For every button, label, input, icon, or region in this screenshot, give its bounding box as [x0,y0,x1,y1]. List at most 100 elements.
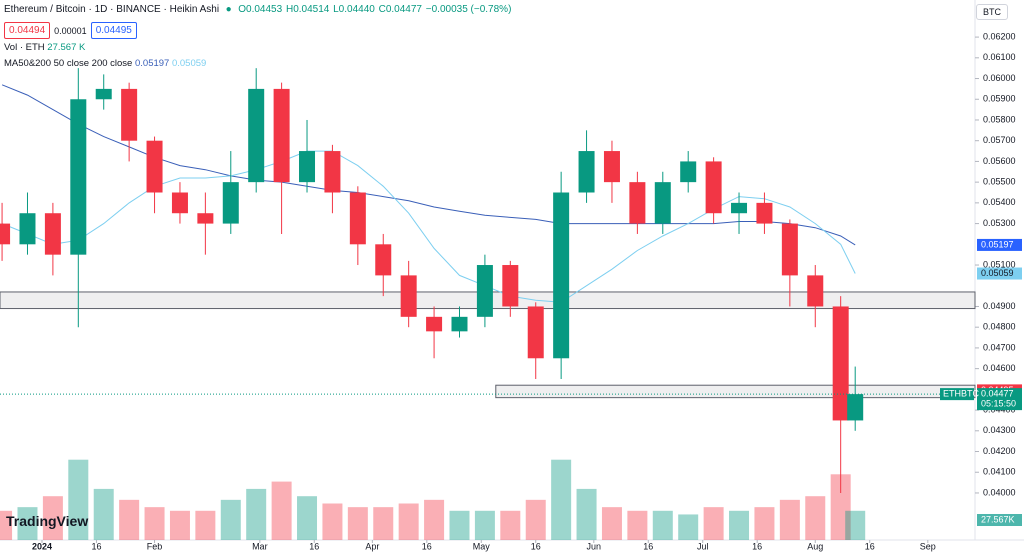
ma50-line [1,150,856,303]
volume-bar [754,507,775,540]
y-tick-label: 0.06100 [983,52,1016,62]
candle-body [807,275,824,307]
ma200-badge-label: 0.05197 [981,239,1014,249]
volume-bar [449,510,470,540]
symbol: Ethereum / Bitcoin · 1D · BINANCE · Heik… [4,4,220,15]
y-tick-label: 0.05700 [983,135,1016,145]
candle-body [680,161,697,183]
candle-body [44,213,61,255]
volume-bar [68,459,89,540]
y-tick-label: 0.04000 [983,487,1016,497]
volume-bar [398,503,419,540]
y-tick-label: 0.05300 [983,218,1016,228]
volume-bar [42,496,63,540]
x-tick-label: 16 [309,541,319,551]
candle-body [756,202,773,224]
x-tick-label: 16 [531,541,541,551]
candle-body [847,394,864,421]
volume-bar [845,510,866,540]
candle-body [0,223,11,245]
candle-body [95,88,112,100]
x-tick-label: 16 [752,541,762,551]
candle-body [222,182,239,224]
volume-bar [678,514,699,540]
candle-body [375,244,392,276]
x-tick-label: 16 [865,541,875,551]
candle-body [273,88,290,183]
logo: TradingView [6,513,89,529]
volume-bar [373,507,394,540]
y-tick-label: 0.04300 [983,425,1016,435]
symbol-tag: ETHBTC [943,388,980,398]
sell-button[interactable]: 0.04494 [4,22,51,39]
ma50-badge [977,267,1022,280]
change: −0.00035 (−0.78%) [425,4,512,15]
candle-body [426,316,443,332]
x-tick-label: Sep [920,541,936,551]
y-tick-label: 0.05100 [983,259,1016,269]
y-tick-label: 0.06200 [983,31,1016,41]
close: C0.04477 [378,4,422,15]
candle-body [629,182,646,224]
y-tick-label: 0.04600 [983,363,1016,373]
buy-button[interactable]: 0.04495 [90,22,137,39]
candle-body [451,316,468,332]
candle-body [146,140,163,193]
x-tick-label: 16 [643,541,653,551]
volume-bar [169,510,190,540]
volume-bar [830,474,851,540]
currency-button[interactable]: BTC [976,4,1008,20]
zone [495,384,976,399]
y-tick-label: 0.05500 [983,177,1016,187]
y-tick-label: 0.05600 [983,156,1016,166]
y-tick-label: 0.05900 [983,94,1016,104]
x-tick-label: 16 [422,541,432,551]
volume-bar [93,488,114,540]
candle-body [781,223,798,276]
volume-bar [0,510,13,540]
candle-body [197,213,214,224]
volume-bar [703,507,724,540]
volume-bar [474,510,495,540]
x-tick-label: 2024 [32,541,52,551]
x-tick-label: Aug [807,541,823,551]
candle-body [70,99,87,255]
y-tick-label: 0.05400 [983,197,1016,207]
candle-body [171,192,188,214]
ma200-badge [977,238,1022,251]
candle-body [832,306,849,421]
volume-bar [576,488,597,540]
volume-bar [525,499,546,540]
x-tick-label: Jun [587,541,602,551]
y-tick-label: 0.04900 [983,301,1016,311]
spread: 0.00001 [54,25,87,36]
volume-bar [652,510,673,540]
volume-bar [779,499,800,540]
y-tick-label: 0.04800 [983,322,1016,332]
volume-bar [601,507,622,540]
volume-bar [322,503,343,540]
candle-body [553,192,570,359]
countdown: 05:15:50 [981,398,1016,408]
volume-bar [551,459,572,540]
volume-bar [805,496,826,540]
ma50-value: 0.05059 [171,58,207,69]
ma-label: MA50&200 50 close 200 close [4,58,133,69]
candle-body [731,202,748,214]
ma200-line [1,84,856,246]
volume-badge-label: 27.567K [981,514,1015,524]
trade-boxes: 0.04494 0.00001 0.04495 [4,22,137,39]
ma200-value: 0.05197 [134,58,170,69]
x-tick-label: 16 [91,541,101,551]
x-tick-label: Mar [252,541,268,551]
volume-bar [195,510,216,540]
volume-bar [297,496,318,540]
volume-legend: Vol · ETH 27.567 K [4,42,85,53]
candle-body [705,161,722,214]
ma50-badge-label: 0.05059 [981,268,1014,278]
y-tick-label: 0.06000 [983,73,1016,83]
candle-body [603,151,620,183]
y-tick-label: 0.04700 [983,342,1016,352]
open: O0.04453 [238,4,283,15]
